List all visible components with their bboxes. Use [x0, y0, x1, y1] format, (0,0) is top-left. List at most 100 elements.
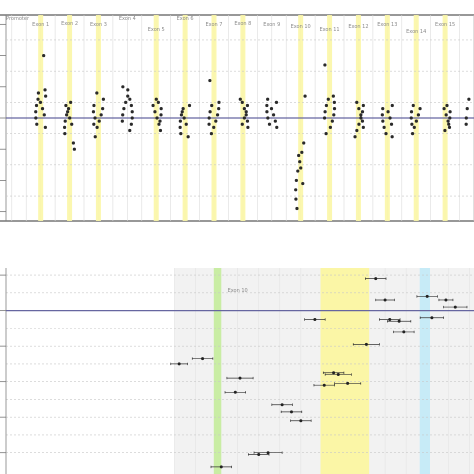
- data-point: [178, 125, 182, 129]
- data-point: [357, 107, 361, 111]
- data-point: [178, 119, 182, 123]
- data-point: [182, 116, 186, 120]
- highlight-band-0: [213, 268, 222, 474]
- data-point: [289, 410, 293, 414]
- data-point: [34, 110, 38, 114]
- bottom-exon-zoom-panel: Exon 10: [0, 268, 474, 474]
- data-point: [453, 305, 457, 309]
- data-point: [265, 103, 269, 108]
- data-point: [40, 107, 45, 111]
- region-label-exon-10: Exon 10: [228, 288, 248, 294]
- data-point: [179, 132, 183, 136]
- data-point: [156, 100, 160, 104]
- data-point: [410, 122, 414, 126]
- region-label-exon-9: Exon 9: [263, 22, 280, 28]
- data-point: [207, 122, 211, 126]
- data-point: [217, 100, 221, 104]
- data-point: [158, 128, 163, 133]
- data-point: [257, 452, 261, 456]
- data-point: [177, 362, 181, 366]
- data-point: [383, 298, 387, 302]
- data-point: [380, 113, 384, 117]
- data-point: [374, 277, 378, 281]
- data-point: [326, 97, 330, 101]
- data-point: [238, 97, 242, 101]
- data-point: [359, 116, 363, 120]
- data-point: [300, 150, 304, 154]
- data-point: [267, 122, 272, 126]
- data-point: [266, 97, 270, 101]
- region-label-exon-15: Exon 15: [435, 22, 455, 28]
- data-point: [71, 141, 75, 145]
- data-point: [448, 110, 452, 114]
- data-point: [448, 116, 452, 120]
- region-label-exon-5: Exon 5: [148, 27, 165, 33]
- region-label-exon-2: Exon 2: [61, 21, 78, 27]
- data-point: [129, 122, 133, 126]
- data-point: [240, 122, 244, 126]
- data-point: [42, 113, 46, 117]
- data-point: [386, 110, 390, 114]
- data-point: [42, 53, 46, 58]
- data-point: [322, 116, 327, 120]
- data-point: [122, 107, 126, 111]
- data-point: [323, 63, 327, 67]
- region-label-exon-6: Exon 6: [177, 16, 194, 22]
- data-point: [360, 119, 365, 123]
- region-label-exon-11: Exon 11: [319, 27, 339, 33]
- data-point: [129, 103, 133, 108]
- data-point: [184, 122, 188, 126]
- data-point: [357, 122, 361, 126]
- data-point: [128, 97, 132, 101]
- data-point: [271, 113, 276, 117]
- data-point: [201, 357, 205, 361]
- data-point: [464, 122, 468, 126]
- data-point: [390, 135, 394, 139]
- data-point: [159, 107, 163, 111]
- data-point: [332, 107, 337, 111]
- data-point: [332, 100, 336, 104]
- data-point: [214, 119, 218, 123]
- data-point: [155, 116, 159, 120]
- data-point: [43, 88, 47, 92]
- data-point: [381, 119, 385, 123]
- data-point: [389, 122, 394, 126]
- data-point: [238, 376, 242, 380]
- data-point: [442, 107, 446, 111]
- data-point: [444, 113, 448, 117]
- data-point: [93, 116, 97, 120]
- data-point: [101, 97, 105, 101]
- data-point: [294, 197, 298, 201]
- region-label-exon-7: Exon 7: [206, 22, 223, 28]
- data-point: [346, 381, 350, 385]
- highlight-band-2: [419, 268, 431, 474]
- data-point: [245, 119, 250, 123]
- data-point: [465, 107, 469, 111]
- data-point: [63, 132, 67, 136]
- data-point: [444, 298, 448, 302]
- data-point: [244, 113, 248, 117]
- data-point: [36, 91, 41, 95]
- data-point: [43, 125, 47, 129]
- data-point: [151, 103, 155, 108]
- data-point: [324, 132, 328, 136]
- data-point: [187, 103, 192, 108]
- data-point: [44, 94, 48, 98]
- data-point: [269, 107, 274, 111]
- data-point: [447, 122, 451, 126]
- data-point: [410, 132, 415, 136]
- data-point: [443, 128, 447, 133]
- data-point: [244, 110, 248, 114]
- data-point: [159, 113, 163, 117]
- data-point: [186, 135, 190, 139]
- data-point: [382, 125, 386, 129]
- data-point: [402, 330, 406, 334]
- data-point: [331, 94, 335, 98]
- data-point: [64, 103, 68, 108]
- data-point: [93, 135, 97, 139]
- data-point: [447, 125, 452, 129]
- region-label-exon-4: Exon 4: [119, 16, 136, 22]
- data-point: [34, 103, 39, 108]
- data-point: [208, 78, 212, 83]
